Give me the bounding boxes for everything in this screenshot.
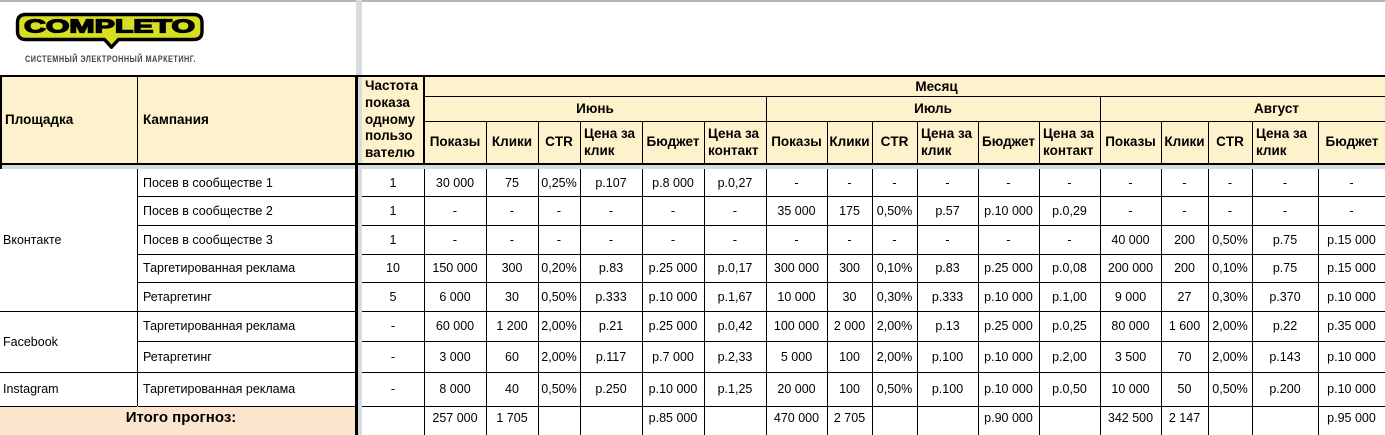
svg-text:СИСТЕМНЫЙ ЭЛЕКТРОННЫЙ МАРКЕТИН: СИСТЕМНЫЙ ЭЛЕКТРОННЫЙ МАРКЕТИНГ.	[25, 53, 196, 64]
svg-text:COMPLETO: COMPLETO	[24, 15, 195, 36]
